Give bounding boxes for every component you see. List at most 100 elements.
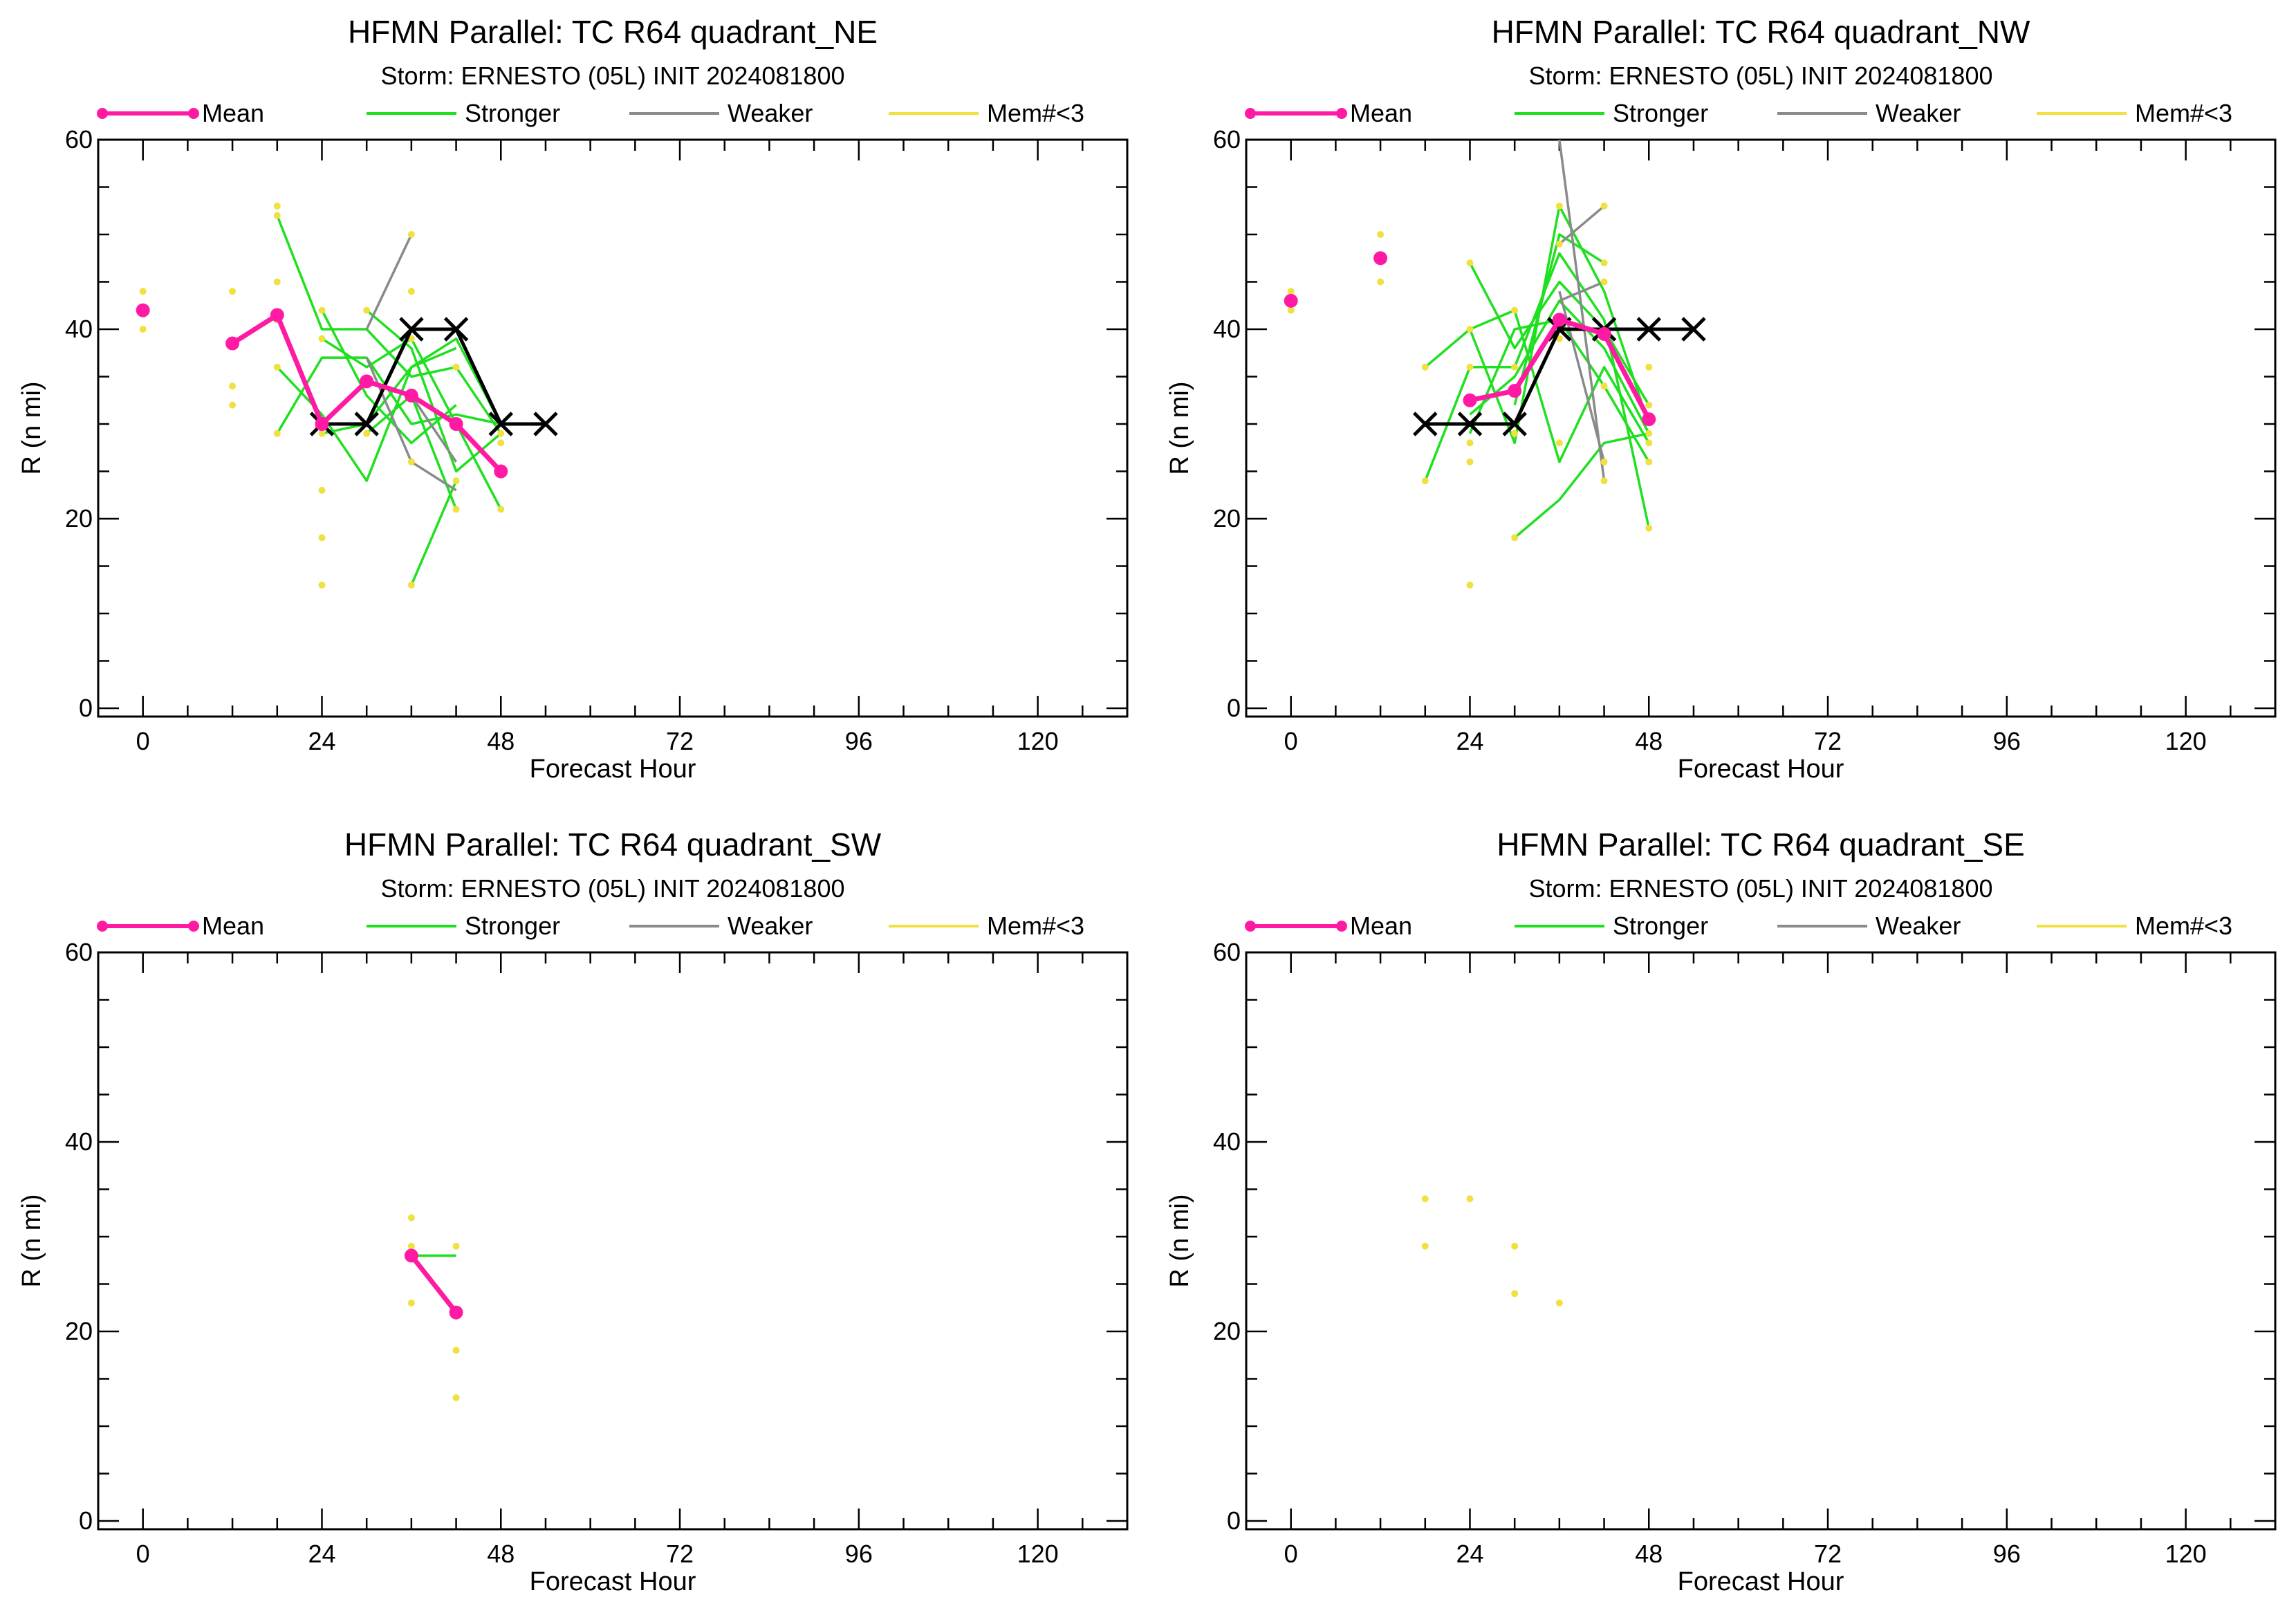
- official-forecast-marker: [1413, 412, 1438, 436]
- stronger-member-line: [1513, 233, 1605, 406]
- legend-member-label: Mem#<3: [2135, 912, 2232, 940]
- mean-point: [360, 374, 374, 389]
- member-point: [1466, 439, 1474, 447]
- x-tick-label: 120: [1017, 1540, 1059, 1568]
- y-tick-label: 20: [65, 1317, 93, 1345]
- x-tick-label: 72: [666, 727, 694, 755]
- member-point: [1600, 382, 1608, 390]
- x-tick-label: 72: [666, 1540, 694, 1568]
- legend-weaker-label: Weaker: [728, 912, 813, 940]
- chart-panel-3: HFMN Parallel: TC R64 quadrant_SW Storm: …: [17, 827, 1129, 1596]
- x-tick-label: 0: [1284, 727, 1298, 755]
- member-point: [497, 430, 505, 437]
- member-point: [452, 363, 460, 371]
- mean-point: [1373, 251, 1388, 266]
- member-point: [452, 1347, 460, 1354]
- y-axis-label: R (n mi): [17, 381, 46, 474]
- member-point: [1555, 439, 1563, 447]
- official-forecast-marker: [399, 317, 424, 342]
- legend-mean-marker-left: [97, 921, 108, 932]
- member-point: [1600, 259, 1608, 267]
- member-point: [1511, 1290, 1519, 1298]
- official-forecast-marker: [488, 412, 514, 436]
- chart-legend: Mean Stronger Weaker Mem#<3: [1245, 912, 2232, 940]
- x-tick-label: 48: [487, 727, 515, 755]
- x-tick-label: 96: [1993, 727, 2021, 755]
- mean-point: [136, 303, 150, 317]
- member-point: [1645, 430, 1653, 437]
- y-axis-label: R (n mi): [17, 1194, 46, 1287]
- y-tick-label: 40: [65, 1127, 93, 1156]
- x-tick-label: 0: [136, 727, 150, 755]
- x-marker-stroke: [399, 317, 424, 342]
- chart-legend: Mean Stronger Weaker Mem#<3: [97, 912, 1084, 940]
- member-point: [273, 430, 281, 437]
- member-point: [273, 202, 281, 210]
- legend-mean-marker-right: [1336, 108, 1347, 119]
- member-point: [139, 288, 147, 295]
- x-tick-label: 96: [845, 727, 873, 755]
- mean-point: [315, 417, 329, 431]
- mean-point: [449, 417, 463, 431]
- y-tick-label: 40: [1213, 315, 1241, 343]
- y-tick-label: 60: [65, 938, 93, 966]
- stronger-member-line: [1468, 262, 1650, 406]
- x-marker-stroke: [1636, 317, 1662, 342]
- weaker-member-line: [365, 234, 413, 330]
- member-point: [318, 306, 326, 314]
- member-point: [1511, 534, 1519, 542]
- legend-mean-marker-right: [1336, 921, 1347, 932]
- x-axis-label: Forecast Hour: [1678, 1567, 1844, 1596]
- member-point: [407, 458, 415, 465]
- mean-point: [1642, 412, 1656, 427]
- stronger-member-line: [322, 337, 502, 435]
- x-tick-label: 96: [1993, 1540, 2021, 1568]
- chart-title: HFMN Parallel: TC R64 quadrant_SW: [344, 827, 882, 862]
- plot-area-frame: [1245, 951, 2277, 1531]
- mean-point: [494, 464, 508, 479]
- official-forecast-line: [322, 327, 546, 426]
- member-point: [1645, 401, 1653, 409]
- mean-point: [1597, 326, 1611, 341]
- member-point: [1466, 1195, 1474, 1203]
- y-tick-label: 0: [79, 1506, 93, 1535]
- member-point: [452, 1394, 460, 1401]
- chart-title: HFMN Parallel: TC R64 quadrant_NW: [1492, 14, 2030, 50]
- member-point: [229, 382, 237, 390]
- member-point: [452, 1242, 460, 1250]
- member-point: [1466, 581, 1474, 589]
- member-point: [1555, 202, 1563, 210]
- legend-weaker-label: Weaker: [728, 99, 813, 127]
- member-point: [273, 278, 281, 286]
- official-forecast-marker: [1636, 317, 1662, 342]
- x-marker-stroke: [1681, 317, 1706, 342]
- legend-weaker-label: Weaker: [1876, 99, 1961, 127]
- x-marker-stroke: [354, 412, 379, 436]
- y-tick-label: 40: [1213, 1127, 1241, 1156]
- member-point: [1287, 306, 1295, 314]
- mean-point: [449, 1305, 463, 1320]
- chart-subtitle: Storm: ERNESTO (05L) INIT 2024081800: [1529, 874, 1993, 903]
- x-tick-label: 120: [1017, 727, 1059, 755]
- mean-point: [1552, 313, 1566, 327]
- official-forecast-marker: [1457, 412, 1483, 436]
- y-tick-label: 20: [1213, 1317, 1241, 1345]
- member-point: [1645, 439, 1653, 447]
- mean-point: [270, 308, 284, 322]
- mean-point: [1463, 393, 1477, 407]
- member-point: [229, 401, 237, 409]
- member-point: [407, 1242, 415, 1250]
- x-marker-stroke: [488, 412, 514, 436]
- member-point: [1600, 458, 1608, 465]
- official-forecast-marker: [354, 412, 379, 436]
- x-axis-label: Forecast Hour: [530, 1567, 696, 1596]
- member-point: [318, 486, 326, 494]
- mean-point: [404, 388, 418, 403]
- chart-subtitle: Storm: ERNESTO (05L) INIT 2024081800: [381, 874, 845, 903]
- mean-point: [404, 1248, 418, 1263]
- member-point: [318, 581, 326, 589]
- member-point: [139, 326, 147, 333]
- official-forecast-marker: [1681, 317, 1706, 342]
- x-tick-label: 72: [1814, 727, 1842, 755]
